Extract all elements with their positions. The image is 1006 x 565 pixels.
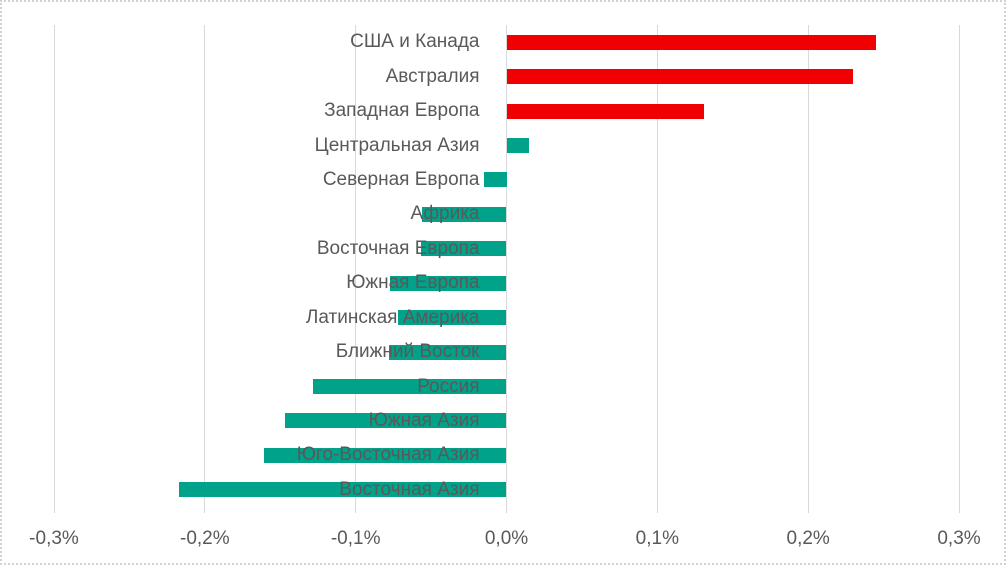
bar (284, 413, 507, 429)
category-label: США и Канада (350, 31, 480, 53)
x-tick-label: 0,1% (635, 528, 679, 549)
x-tick-label: 0,3% (937, 528, 981, 549)
x-tick-label: -0,1% (330, 528, 381, 549)
bar (506, 103, 705, 119)
category-label: Юго-Восточная Азия (296, 444, 480, 466)
gridline (506, 25, 507, 513)
bar (179, 482, 507, 498)
gridline (355, 25, 357, 513)
bar (506, 34, 877, 50)
gridline (958, 25, 960, 513)
category-label: Восточная Европа (316, 237, 480, 259)
bar (506, 69, 854, 85)
category-label: Африка (410, 203, 480, 225)
category-label: Западная Европа (324, 100, 480, 122)
gridline (204, 25, 206, 513)
x-tick-label: 0,0% (484, 528, 529, 549)
bar (313, 379, 507, 394)
bar (263, 447, 507, 463)
category-label: Южная Азия (368, 409, 480, 431)
category-label: Латинская Америка (305, 306, 480, 328)
category-label: Северная Европа (322, 168, 480, 190)
category-label: Центральная Азия (314, 134, 480, 156)
bar (422, 206, 507, 222)
bar (420, 241, 507, 257)
category-label: Россия (417, 375, 480, 397)
x-tick-label: 0,2% (786, 528, 830, 549)
bar (390, 275, 507, 291)
bar (397, 310, 507, 326)
bar (388, 344, 507, 360)
x-tick-label: -0,3% (29, 528, 79, 549)
category-label: Восточная Азия (339, 478, 480, 500)
bar (483, 172, 507, 188)
bar (506, 138, 530, 153)
gridline (807, 25, 809, 513)
x-tick-label: -0,2% (180, 528, 230, 549)
gridline (656, 25, 658, 513)
gridline (53, 25, 55, 513)
category-label: Южная Европа (346, 272, 480, 294)
category-label: Австралия (385, 65, 480, 87)
category-label: Ближний Восток (335, 341, 480, 363)
